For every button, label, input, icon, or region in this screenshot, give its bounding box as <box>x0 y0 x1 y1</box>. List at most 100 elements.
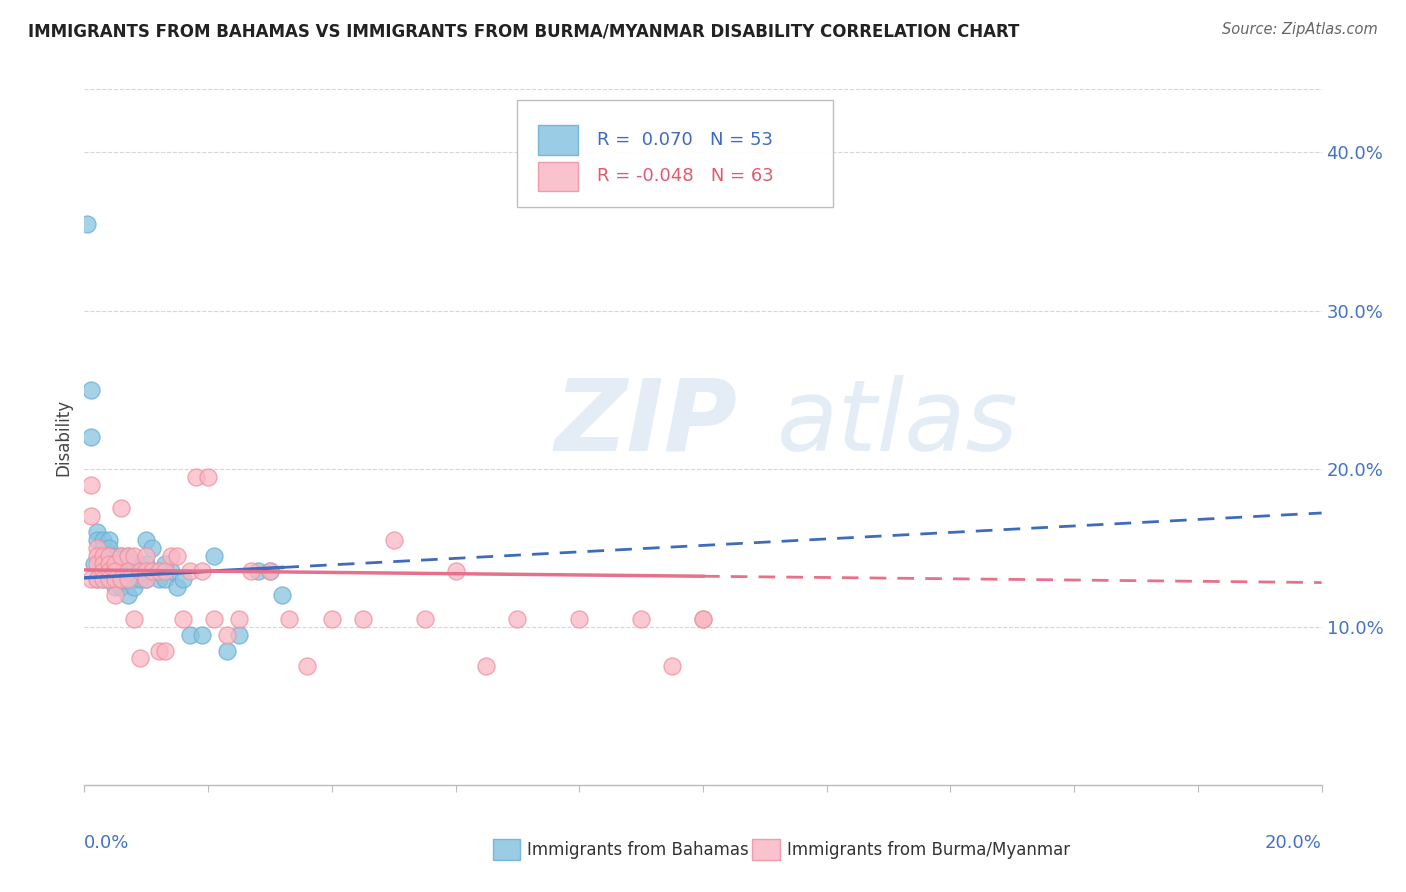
Point <box>83 557 105 571</box>
Point <box>91 549 114 563</box>
Point <box>129 573 152 587</box>
Point <box>135 573 157 587</box>
Point <box>475 659 498 673</box>
Point <box>79 509 101 524</box>
Point <box>110 557 132 571</box>
Point <box>240 565 263 579</box>
Point <box>228 612 250 626</box>
Point <box>91 573 114 587</box>
Point <box>661 659 683 673</box>
Point <box>86 557 108 571</box>
Point <box>79 430 101 444</box>
Point <box>246 565 269 579</box>
Point <box>692 612 714 626</box>
Point <box>122 549 145 563</box>
Point <box>153 643 176 657</box>
Point <box>86 549 108 563</box>
Point <box>98 557 121 571</box>
Point <box>382 533 405 547</box>
Point <box>166 549 188 563</box>
Point <box>135 573 157 587</box>
Point <box>259 565 281 579</box>
Point <box>191 628 214 642</box>
Text: Source: ZipAtlas.com: Source: ZipAtlas.com <box>1222 22 1378 37</box>
Point <box>91 573 114 587</box>
Point <box>104 580 127 594</box>
Point <box>259 565 281 579</box>
Point <box>104 588 127 602</box>
Point <box>104 565 127 579</box>
Point <box>110 549 132 563</box>
Point <box>122 612 145 626</box>
FancyBboxPatch shape <box>517 100 832 208</box>
Point <box>79 573 101 587</box>
Point <box>110 573 132 587</box>
Point <box>129 651 152 665</box>
Point <box>110 573 132 587</box>
Point <box>129 565 152 579</box>
Point <box>122 573 145 587</box>
Point <box>215 628 238 642</box>
Point <box>153 557 176 571</box>
Point <box>141 541 163 555</box>
Point <box>86 573 108 587</box>
Point <box>122 557 145 571</box>
Point <box>86 533 108 547</box>
Point <box>630 612 652 626</box>
Point <box>135 549 157 563</box>
Point <box>86 573 108 587</box>
Point <box>98 541 121 555</box>
Point <box>215 643 238 657</box>
Point <box>104 573 127 587</box>
Point <box>117 588 139 602</box>
Point <box>86 541 108 555</box>
Text: atlas: atlas <box>778 375 1019 472</box>
Point <box>135 565 157 579</box>
Point <box>148 573 170 587</box>
Point <box>295 659 318 673</box>
Point <box>79 383 101 397</box>
Point <box>76 217 98 231</box>
FancyBboxPatch shape <box>538 126 578 154</box>
Point <box>117 549 139 563</box>
Point <box>104 573 127 587</box>
Text: IMMIGRANTS FROM BAHAMAS VS IMMIGRANTS FROM BURMA/MYANMAR DISABILITY CORRELATION : IMMIGRANTS FROM BAHAMAS VS IMMIGRANTS FR… <box>28 22 1019 40</box>
Point <box>321 612 343 626</box>
Point <box>135 557 157 571</box>
Point <box>91 565 114 579</box>
Point <box>117 573 139 587</box>
Point <box>148 643 170 657</box>
Point <box>117 549 139 563</box>
Point <box>148 565 170 579</box>
Point <box>184 469 207 483</box>
FancyBboxPatch shape <box>492 839 520 860</box>
Point <box>141 565 163 579</box>
Point <box>135 533 157 547</box>
Point <box>129 557 152 571</box>
Point <box>153 565 176 579</box>
FancyBboxPatch shape <box>752 839 780 860</box>
Point <box>148 565 170 579</box>
Point <box>98 573 121 587</box>
Text: ZIP: ZIP <box>554 375 738 472</box>
Point <box>98 557 121 571</box>
Point <box>117 565 139 579</box>
Point <box>110 549 132 563</box>
Point <box>91 541 114 555</box>
Point <box>110 580 132 594</box>
Text: 0.0%: 0.0% <box>84 834 129 852</box>
Point <box>271 588 294 602</box>
Point <box>202 549 225 563</box>
Point <box>197 469 219 483</box>
Point <box>91 557 114 571</box>
Point <box>98 549 121 563</box>
Point <box>98 565 121 579</box>
Point <box>104 549 127 563</box>
Point <box>98 533 121 547</box>
Text: R =  0.070   N = 53: R = 0.070 N = 53 <box>596 131 772 149</box>
Point <box>91 557 114 571</box>
Text: Immigrants from Bahamas: Immigrants from Bahamas <box>527 840 749 859</box>
Text: R = -0.048   N = 63: R = -0.048 N = 63 <box>596 167 773 186</box>
Point <box>352 612 374 626</box>
Point <box>104 557 127 571</box>
